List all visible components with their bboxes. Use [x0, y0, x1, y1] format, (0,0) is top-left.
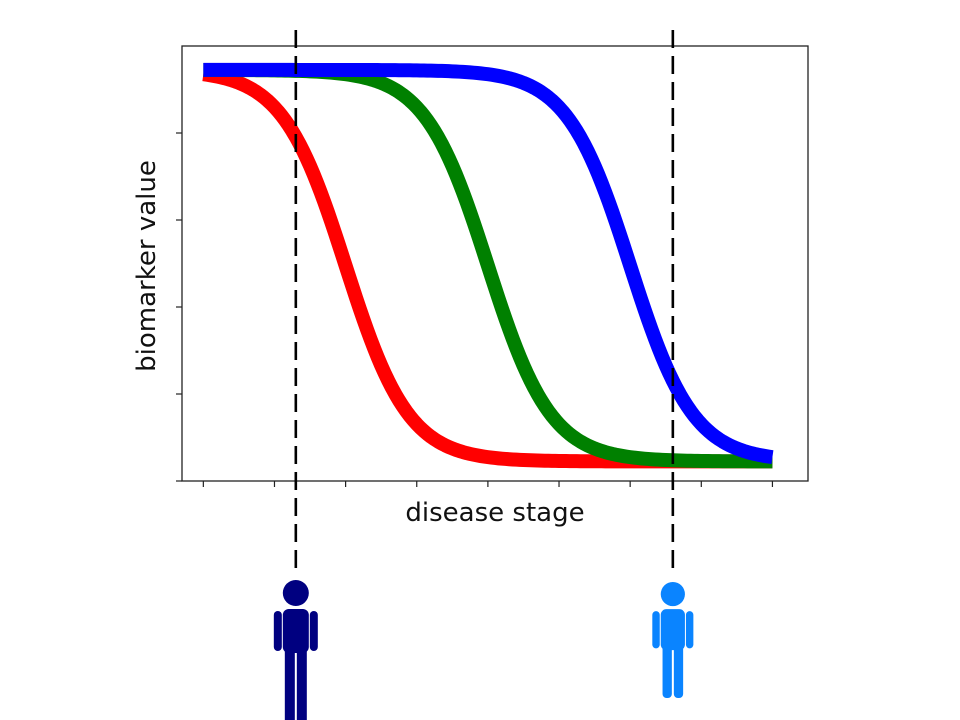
y-axis-label: biomarker value	[132, 160, 162, 372]
series-line-3	[199, 62, 776, 465]
curve-layer	[199, 62, 776, 469]
x-axis-label: disease stage	[405, 498, 584, 528]
person-icon	[652, 582, 694, 698]
plot-frame	[181, 45, 809, 482]
tick-layer	[176, 132, 774, 487]
patient-icons	[273, 580, 694, 720]
person-icon	[273, 580, 318, 720]
marker-lines	[294, 30, 675, 572]
